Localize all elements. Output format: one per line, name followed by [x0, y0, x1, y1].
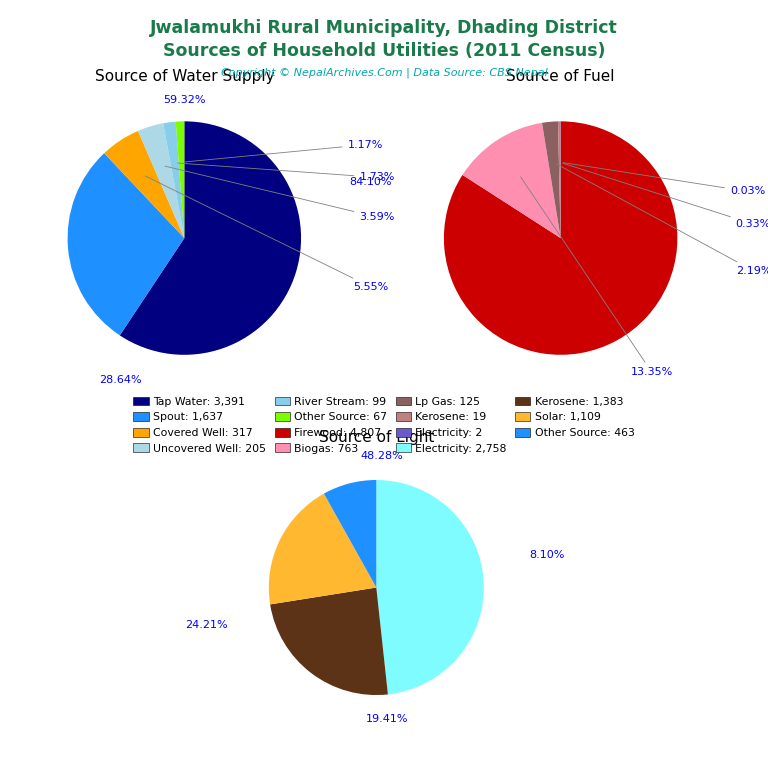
Wedge shape [138, 124, 184, 238]
Title: Source of Light: Source of Light [319, 430, 434, 445]
Wedge shape [376, 480, 484, 694]
Wedge shape [444, 121, 677, 355]
Text: 13.35%: 13.35% [521, 177, 673, 377]
Legend: Tap Water: 3,391, Spout: 1,637, Covered Well: 317, Uncovered Well: 205, River St: Tap Water: 3,391, Spout: 1,637, Covered … [130, 393, 638, 457]
Wedge shape [68, 153, 184, 336]
Text: 8.10%: 8.10% [529, 550, 564, 561]
Text: 19.41%: 19.41% [366, 713, 409, 723]
Text: Sources of Household Utilities (2011 Census): Sources of Household Utilities (2011 Cen… [163, 42, 605, 60]
Wedge shape [324, 480, 376, 588]
Text: 48.28%: 48.28% [360, 452, 403, 462]
Title: Source of Water Supply: Source of Water Supply [94, 69, 274, 84]
Text: Jwalamukhi Rural Municipality, Dhading District: Jwalamukhi Rural Municipality, Dhading D… [150, 19, 618, 37]
Text: 0.03%: 0.03% [563, 163, 765, 197]
Wedge shape [163, 121, 184, 238]
Wedge shape [104, 131, 184, 238]
Text: 28.64%: 28.64% [99, 376, 141, 386]
Wedge shape [558, 121, 561, 238]
Text: Copyright © NepalArchives.Com | Data Source: CBS Nepal: Copyright © NepalArchives.Com | Data Sou… [220, 68, 548, 78]
Text: 84.10%: 84.10% [349, 177, 392, 187]
Text: 2.19%: 2.19% [556, 164, 768, 276]
Wedge shape [120, 121, 301, 355]
Title: Source of Fuel: Source of Fuel [506, 69, 615, 84]
Text: 5.55%: 5.55% [145, 176, 389, 292]
Wedge shape [542, 121, 561, 238]
Wedge shape [269, 494, 376, 604]
Text: 1.73%: 1.73% [177, 163, 395, 182]
Text: 24.21%: 24.21% [185, 620, 228, 631]
Text: 1.17%: 1.17% [184, 140, 383, 162]
Wedge shape [176, 121, 184, 238]
Text: 3.59%: 3.59% [165, 166, 395, 222]
Text: 59.32%: 59.32% [163, 95, 206, 105]
Wedge shape [462, 123, 561, 238]
Text: 0.33%: 0.33% [562, 163, 768, 229]
Wedge shape [270, 588, 388, 695]
